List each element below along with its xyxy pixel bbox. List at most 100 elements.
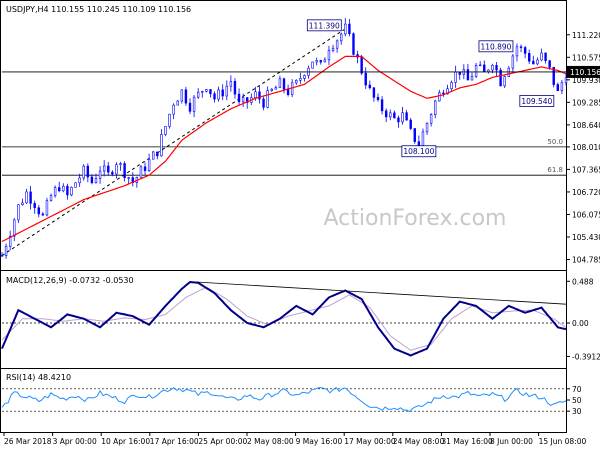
candle-body — [152, 151, 155, 160]
time-axis: 26 Mar 2018 3 Apr 00:00 10 Apr 16:00 17 Apr… — [3, 432, 586, 446]
candle-body — [536, 59, 539, 65]
candle-body — [495, 65, 498, 71]
candle-body — [139, 166, 143, 178]
candle-body — [196, 91, 200, 98]
price-tick-label: 110.575 — [572, 53, 600, 62]
candle-body — [417, 141, 421, 146]
candle-body — [209, 89, 212, 95]
candle-body — [389, 112, 392, 118]
macd-main-line — [1, 280, 567, 357]
time-tick-label: 25 Apr 00:00 — [198, 437, 247, 446]
time-tick-label: 26 Mar 2018 — [4, 437, 52, 446]
candle-body — [282, 78, 286, 90]
candle-body — [233, 81, 237, 95]
price-callout-box — [519, 95, 555, 107]
candle-body — [0, 255, 4, 257]
candle-body — [111, 171, 114, 175]
candle-body — [102, 165, 106, 172]
price-tick-label: 108.010 — [572, 143, 600, 152]
candle-body — [213, 93, 216, 100]
candle-body — [348, 23, 351, 34]
candle-body — [454, 71, 457, 83]
candle-body — [405, 112, 408, 121]
price-tick-label: 109.285 — [572, 98, 600, 107]
price-callout-box — [401, 145, 437, 158]
moving-average-line — [1, 55, 567, 243]
candle-body — [311, 61, 314, 69]
candle-body — [528, 53, 531, 62]
candle-body — [368, 84, 372, 89]
macd-axis: 0.488 0.00 -0.3912 — [566, 277, 600, 361]
price-callout-box — [478, 40, 514, 53]
price-callout-label: 110.890 — [480, 42, 511, 51]
candle-body — [499, 69, 502, 87]
candle-body — [217, 89, 220, 100]
macd-tick-label: -0.3912 — [572, 352, 600, 361]
price-axis: 111.220 110.575 109.930 109.285 108.640 108.0… — [566, 31, 600, 265]
candle-body — [491, 65, 494, 71]
time-tick-label: 24 May 08:00 — [393, 437, 445, 446]
candle-body — [511, 55, 515, 69]
candle-body — [340, 33, 343, 42]
candle-body — [205, 89, 208, 92]
candle-body — [201, 91, 204, 93]
candle-body — [168, 113, 171, 127]
candle-body — [143, 166, 147, 171]
candle-body — [25, 191, 28, 204]
fib-level-label: 61.8 — [547, 166, 563, 174]
candle-body — [147, 158, 151, 171]
time-tick-label: 2 May 08:00 — [247, 437, 294, 446]
candle-body — [270, 88, 273, 91]
candle-body — [53, 187, 57, 196]
candle-body — [184, 89, 188, 104]
candle-body — [74, 182, 77, 188]
candle-body — [434, 100, 437, 115]
candle-body — [21, 202, 24, 205]
candle-body — [119, 163, 122, 165]
fib-level-label: 50.0 — [547, 138, 563, 146]
price-tick-label: 109.930 — [572, 76, 600, 85]
candle-body — [254, 91, 257, 98]
candle-body — [192, 96, 196, 112]
candle-body — [29, 191, 32, 204]
candle-body — [13, 219, 16, 237]
candle-body — [188, 102, 192, 112]
candle-body — [323, 59, 327, 63]
candle-body — [62, 185, 65, 192]
candle-body — [180, 89, 184, 102]
candle-body — [552, 66, 555, 85]
candle-body — [4, 246, 8, 256]
candle-body — [466, 69, 470, 81]
macd-label: MACD(12,26,9) -0.0732 -0.0530 — [6, 276, 134, 285]
price-panel: 50.0 61.8 111.390 110.890 109.540 108.100 11… — [0, 5, 600, 265]
price-tick-label: 104.785 — [572, 256, 600, 265]
candle-body — [33, 203, 36, 209]
candle-body — [560, 82, 564, 91]
candle-body — [94, 178, 98, 184]
rsi-panel: 70 50 30 RSI(14) 48.4210 — [1, 373, 582, 416]
time-tick-label: 17 May 00:00 — [344, 437, 396, 446]
price-tick-label: 107.365 — [572, 165, 600, 174]
candle-body — [303, 75, 306, 79]
candle-body — [295, 80, 298, 84]
price-callout-label: 108.100 — [403, 147, 434, 156]
candle-body — [519, 46, 523, 48]
candle-body — [123, 163, 126, 179]
candle-body — [58, 187, 61, 192]
candle-body — [429, 114, 433, 124]
candle-body — [229, 81, 233, 87]
price-callout-box — [306, 19, 342, 32]
candle-body — [17, 204, 20, 221]
candle-body — [421, 131, 425, 146]
candle-body — [278, 78, 282, 88]
candle-body — [290, 82, 294, 95]
macd-tick-label: 0.00 — [572, 319, 589, 328]
candle-body — [442, 92, 445, 95]
candle-body — [66, 185, 69, 196]
candle-body — [37, 207, 40, 215]
candle-body — [127, 177, 130, 179]
candle-body — [544, 52, 547, 61]
candle-body — [352, 33, 355, 55]
price-tick-label: 105.430 — [572, 233, 600, 242]
